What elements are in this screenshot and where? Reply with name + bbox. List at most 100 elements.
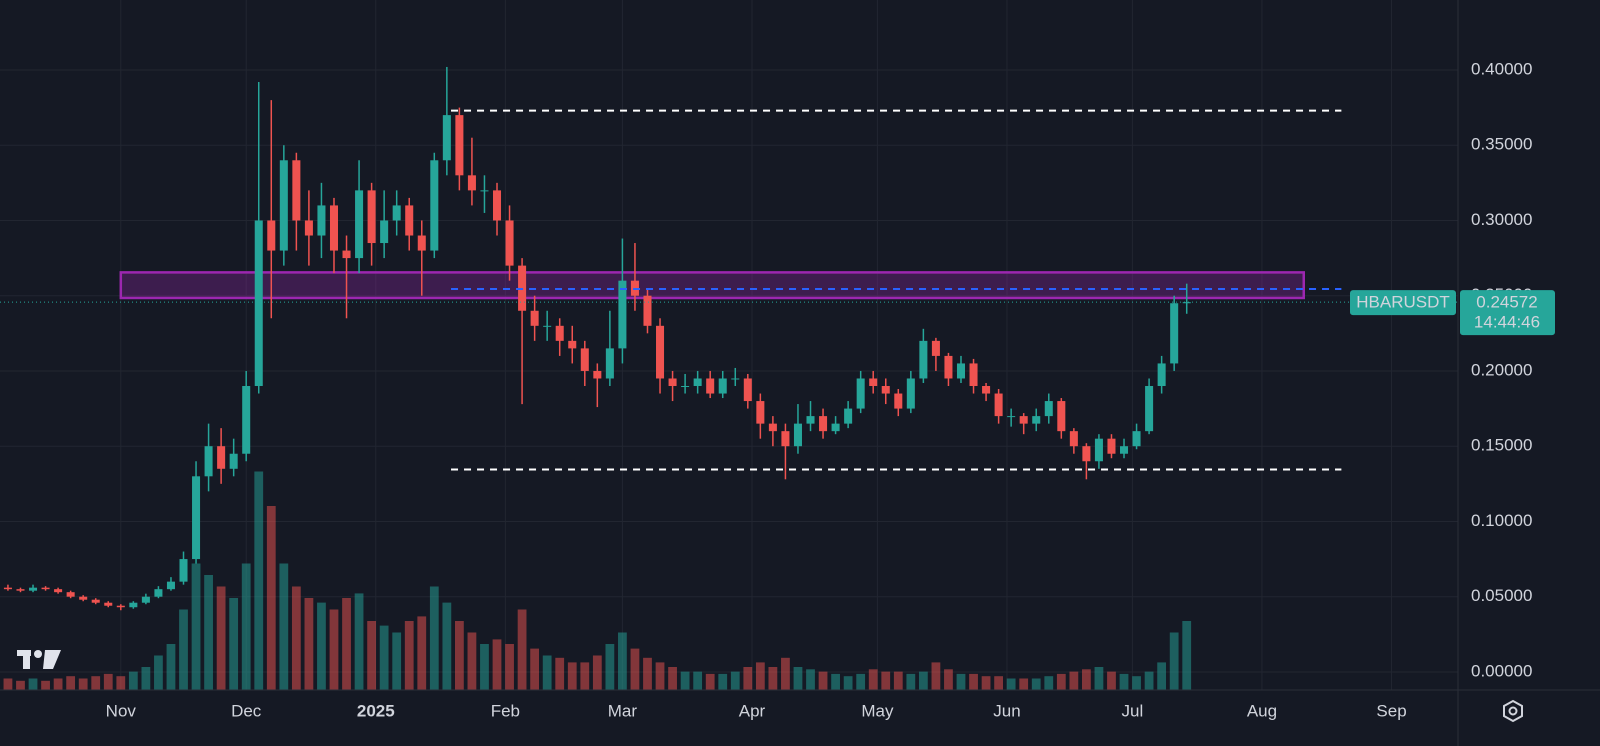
- candle-body: [731, 378, 740, 380]
- volume-bar: [843, 676, 853, 690]
- volume-bar: [580, 662, 590, 690]
- volume-bar: [191, 563, 201, 690]
- candle-body: [304, 220, 313, 236]
- tv-logo: [17, 650, 61, 669]
- candle-body: [54, 589, 63, 593]
- x-tick-label: Mar: [608, 701, 638, 720]
- candle-body: [1007, 416, 1016, 418]
- volume-bar: [1006, 678, 1016, 690]
- y-tick-label: 0.20000: [1471, 360, 1532, 379]
- symbol-badge: [1350, 290, 1456, 316]
- x-tick-label: Apr: [739, 701, 766, 720]
- candle-body: [1069, 431, 1078, 447]
- candle-body: [29, 587, 38, 591]
- y-tick-label: 0.05000: [1471, 586, 1532, 605]
- volume-bar: [1182, 621, 1192, 690]
- candle-body: [982, 386, 991, 394]
- candle-body: [1082, 446, 1091, 462]
- volume-pane: [3, 471, 1192, 690]
- candle-body: [844, 408, 853, 424]
- candle-body: [593, 370, 602, 379]
- volume-bar: [179, 609, 188, 690]
- candle-body: [831, 423, 840, 432]
- candle-body: [41, 587, 50, 590]
- volume-bar: [1157, 662, 1167, 690]
- volume-bar: [291, 586, 301, 690]
- volume-bar: [241, 563, 251, 690]
- volume-bar: [442, 602, 452, 690]
- candle-body: [91, 599, 100, 603]
- candle-body: [693, 378, 702, 387]
- candle-body: [806, 416, 815, 424]
- candle-body: [580, 348, 589, 371]
- last-price-label: 0.24572: [1476, 293, 1537, 312]
- settings-icon[interactable]: [1503, 699, 1523, 723]
- volume-bar: [254, 471, 264, 690]
- logo-part: [23, 650, 30, 669]
- volume-bar: [1169, 632, 1179, 690]
- volume-bar: [429, 586, 439, 690]
- volume-bar: [994, 676, 1004, 690]
- candle-body: [543, 325, 552, 327]
- resistance-zone: [119, 271, 1306, 300]
- candle-body: [116, 605, 125, 608]
- volume-bar: [141, 667, 151, 690]
- candle-body: [267, 220, 276, 251]
- volume-bar: [781, 657, 790, 690]
- candle-body: [1157, 363, 1166, 387]
- candle-body: [355, 190, 364, 259]
- candle-body: [3, 587, 12, 590]
- logo-part: [34, 650, 42, 658]
- gear[interactable]: [1503, 699, 1523, 723]
- candle-body: [242, 386, 251, 454]
- volume-bar: [1119, 673, 1129, 690]
- volume-bar: [204, 575, 213, 690]
- volume-bar: [793, 667, 803, 690]
- volume-bar: [542, 655, 552, 690]
- candle-body: [1019, 416, 1028, 424]
- candle-body: [530, 310, 539, 326]
- candle-body: [756, 401, 765, 424]
- volume-bar: [868, 669, 878, 690]
- candle-body: [405, 205, 414, 236]
- volume-bar: [1044, 676, 1054, 690]
- volume-bar: [404, 621, 414, 690]
- volume-bar: [480, 644, 489, 690]
- candle-body: [856, 378, 865, 409]
- candle-body: [706, 378, 715, 394]
- candle-body: [467, 175, 476, 191]
- volume-bar: [91, 676, 101, 690]
- x-tick-label: Dec: [231, 701, 262, 720]
- volume-bar: [279, 563, 289, 690]
- volume-bar: [567, 662, 577, 690]
- y-tick-label: 0.40000: [1471, 59, 1532, 78]
- volume-bar: [128, 671, 138, 690]
- candle-body: [643, 295, 652, 326]
- candle-body: [79, 596, 88, 600]
- gear-center[interactable]: [1508, 706, 1518, 716]
- volume-bar: [28, 678, 38, 690]
- candle-body: [204, 446, 213, 477]
- candle-body: [881, 386, 890, 394]
- x-tick-label: Jun: [993, 701, 1020, 720]
- logo-part: [43, 650, 61, 669]
- candle-body: [618, 280, 627, 349]
- volume-bar: [643, 657, 652, 690]
- volume-bar: [718, 673, 728, 690]
- volume-bar: [856, 673, 866, 690]
- volume-bar: [66, 676, 76, 690]
- candle-body: [1132, 431, 1141, 447]
- volume-bar: [229, 598, 239, 690]
- x-tick-label: Sep: [1376, 701, 1406, 720]
- candle-body: [380, 220, 389, 244]
- volume-bar: [1107, 671, 1116, 690]
- x-tick-label: Aug: [1247, 701, 1277, 720]
- volume-bar: [103, 673, 113, 690]
- volume-bar: [367, 621, 376, 690]
- axes: 0.000000.050000.100000.150000.200000.250…: [106, 0, 1555, 720]
- candle-body: [894, 393, 903, 409]
- volume-bar: [417, 616, 427, 690]
- candle-body: [229, 453, 238, 469]
- candle-body: [430, 160, 439, 251]
